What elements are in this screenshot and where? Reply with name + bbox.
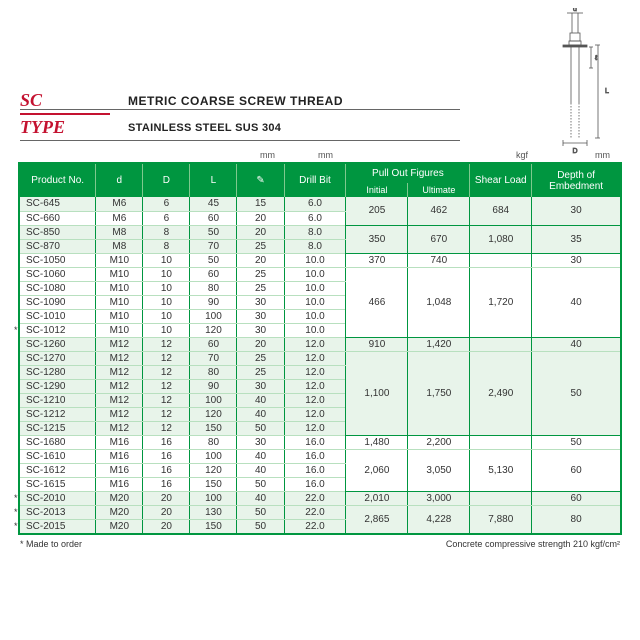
svg-text:d: d [573, 8, 577, 13]
table-row: SC-2010M20201004022.02,0103,00060 [19, 491, 621, 505]
svg-text:ℓ: ℓ [594, 55, 598, 62]
table-row: SC-1610M16161004016.02,0603,0505,13060 [19, 449, 621, 463]
svg-text:D: D [572, 148, 577, 155]
th-product: Product No. [19, 163, 96, 197]
spec-table: Product No. d D L ✎ Drill Bit Pull Out F… [18, 162, 622, 535]
table-row: SC-1060M1010602510.04661,0481,72040 [19, 267, 621, 281]
table-row: SC-2013M20201305022.02,8654,2287,88080 [19, 505, 621, 519]
anchor-diagram: d D L ℓ [545, 8, 615, 158]
footnote: * Made to order [20, 539, 82, 549]
logo-type: TYPE [20, 117, 110, 138]
table-row: SC-645M6645156.020546268430 [19, 197, 621, 211]
table-row: SC-1260M1212602012.09101,42040 [19, 337, 621, 351]
svg-text:L: L [605, 88, 609, 95]
table-row: SC-850M8850208.03506701,08035 [19, 225, 621, 239]
units-row: mm mm kgf mm [0, 148, 640, 162]
footer: * Made to order Concrete compressive str… [0, 535, 640, 553]
logo-sc: SC [20, 90, 110, 115]
strength-note: Concrete compressive strength 210 kgf/cm… [446, 539, 620, 549]
table-row: SC-1050M1010502010.037074030 [19, 253, 621, 267]
table-row: SC-1270M1212702512.01,1001,7502,49050 [19, 351, 621, 365]
title-2: STAINLESS STEEL SUS 304 [128, 122, 343, 134]
table-row: SC-1680M1616803016.01,4802,20050 [19, 435, 621, 449]
header: SC TYPE METRIC COARSE SCREW THREAD STAIN… [0, 0, 640, 148]
title-1: METRIC COARSE SCREW THREAD [128, 94, 343, 108]
